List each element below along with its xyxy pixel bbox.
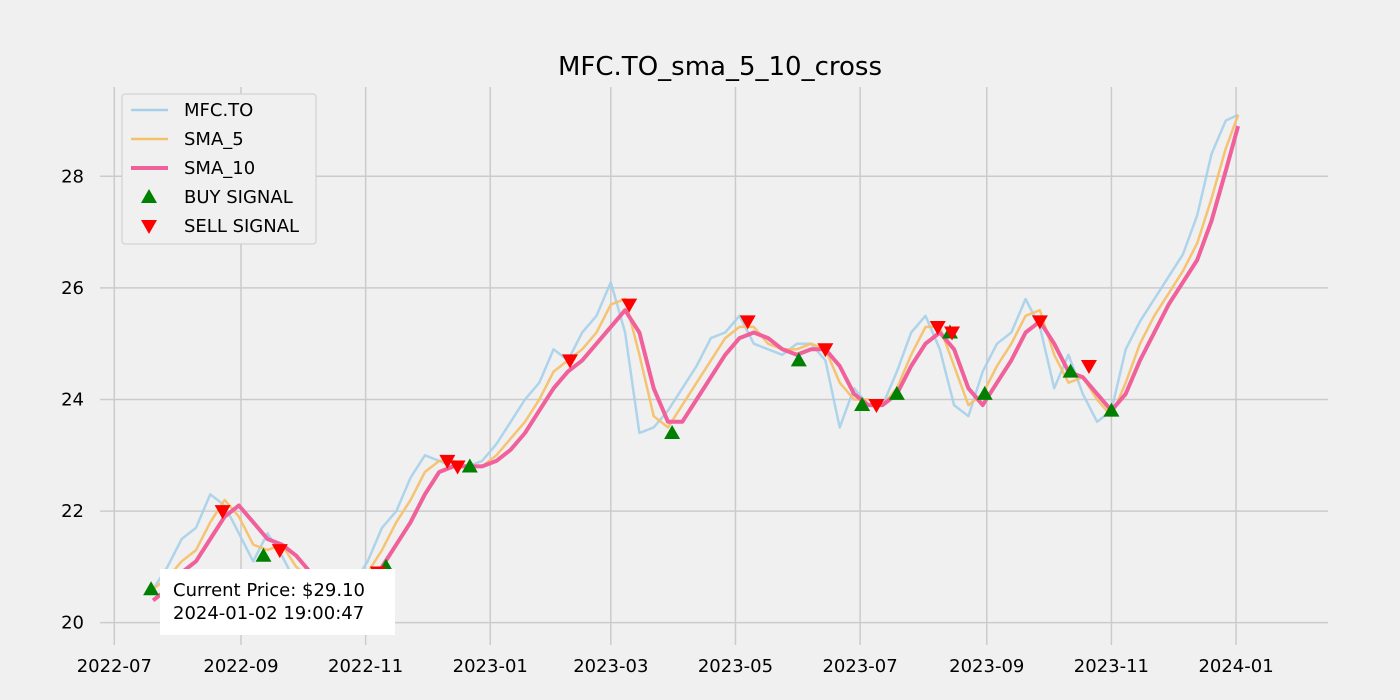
legend-label: MFC.TO — [184, 100, 253, 121]
y-tick-label: 24 — [61, 389, 84, 410]
annotation-price: Current Price: $29.10 — [173, 580, 365, 601]
legend: MFC.TO SMA_5 SMA_10 BUY SIGNAL SELL SIGNAL — [121, 93, 317, 245]
y-tick-label: 26 — [61, 278, 84, 299]
buy-signal-marker — [976, 385, 993, 400]
annotation-background — [160, 569, 395, 635]
legend-swatch — [141, 220, 157, 234]
sell-signal-marker — [929, 320, 946, 335]
sell-signal-marker — [868, 399, 885, 414]
x-tick-label: 2022-09 — [203, 656, 278, 677]
current-price-annotation: Current Price: $29.10 2024-01-02 19:00:4… — [160, 569, 395, 635]
y-tick-label: 22 — [61, 501, 84, 522]
sell-signal-marker — [621, 298, 638, 313]
y-tick-label: 28 — [61, 166, 84, 187]
sell-signal-marker — [1031, 315, 1048, 330]
x-tick-label: 2023-09 — [949, 656, 1024, 677]
x-tick-label: 2022-07 — [77, 656, 152, 677]
x-tick-label: 2023-11 — [1074, 656, 1149, 677]
buy-signal-marker — [790, 352, 807, 367]
signal-markers — [143, 298, 1120, 596]
buy-signal-marker — [1103, 402, 1120, 417]
x-tick-label: 2023-07 — [822, 656, 897, 677]
sell-signal-marker — [561, 354, 578, 369]
x-tick-label: 2022-11 — [328, 656, 403, 677]
buy-signal-marker — [143, 581, 160, 596]
buy-signal-marker — [461, 458, 478, 473]
sell-signal-marker — [214, 505, 231, 520]
sell-signal-marker — [1080, 360, 1097, 374]
y-tick-label: 20 — [61, 613, 84, 634]
x-tick-label: 2023-03 — [573, 656, 648, 677]
x-tick-label: 2024-01 — [1198, 656, 1273, 677]
axes: 2022-07 2022-09 2022-11 2023-01 2023-03 2023-… — [61, 166, 1274, 677]
sell-signal-marker — [817, 343, 834, 358]
sell-signal-marker — [271, 544, 288, 559]
chart-title: MFC.TO_sma_5_10_cross — [558, 52, 882, 82]
buy-signal-marker — [854, 397, 871, 412]
sell-signal-marker — [944, 326, 961, 341]
buy-signal-marker — [888, 385, 905, 400]
legend-label: SMA_10 — [184, 158, 255, 179]
sell-signal-marker — [739, 315, 756, 330]
annotation-timestamp: 2024-01-02 19:00:47 — [173, 603, 364, 624]
buy-signal-marker — [1062, 363, 1079, 378]
legend-label: BUY SIGNAL — [184, 187, 293, 208]
buy-signal-marker — [255, 547, 272, 562]
buy-signal-marker — [664, 424, 681, 439]
sell-signal-marker — [449, 460, 466, 475]
legend-label: SMA_5 — [184, 129, 244, 150]
x-tick-label: 2023-01 — [453, 656, 528, 677]
legend-swatch — [141, 189, 157, 203]
legend-label: SELL SIGNAL — [184, 216, 299, 237]
x-tick-label: 2023-05 — [698, 656, 773, 677]
sell-signal-marker — [439, 454, 456, 469]
legend-box — [121, 93, 317, 245]
